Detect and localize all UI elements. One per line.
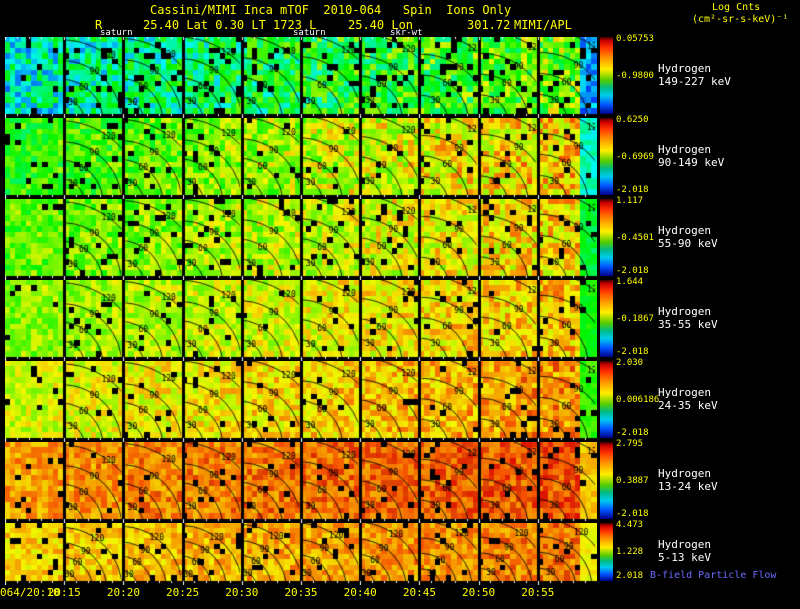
colorbar-min-value-2: -2.018 [616, 185, 649, 195]
heatmap-canvas-5 [5, 361, 597, 442]
spectrogram-panel-2: 0.6250 -0.6969 -2.018 Hydrogen 90-149 keV [0, 115, 800, 199]
time-axis: 064/20:10 20:15 20:20 20:25 20:30 20:35 20:40 2… [0, 586, 800, 604]
species-label-1: Hydrogen 149-227 keV [658, 62, 731, 88]
colorbar-max-value-1: 0.05753 [616, 34, 654, 44]
heatmap-canvas-1 [5, 37, 597, 118]
colorbar-max-value-6: 2.795 [616, 439, 644, 449]
time-tick-label-1: 20:15 [47, 586, 81, 599]
time-tick-label-8: 20:50 [462, 586, 496, 599]
species-label-2: Hydrogen 90-149 keV [658, 143, 725, 169]
colorbar-mid-value-4: -0.1867 [616, 314, 654, 324]
time-tick-label-0: 064/20:10 [0, 586, 60, 599]
colorbar-max-value-3: 1.117 [616, 196, 644, 206]
species-label-3: Hydrogen 55-90 keV [658, 224, 718, 250]
time-tick-label-5: 20:35 [284, 586, 318, 599]
spectrogram-panel-7: 4.473 1.228 2.018 Hydrogen 5-13 keV [0, 520, 800, 585]
colorbar-min-value-5: -2.018 [616, 428, 649, 438]
time-tick-label-4: 20:30 [225, 586, 259, 599]
colorbar-max-value-7: 4.473 [616, 520, 644, 530]
spectrogram-panel-5: 2.030 0.006186 -2.018 Hydrogen 24-35 keV [0, 358, 800, 442]
colorbar-mid-value-2: -0.6969 [616, 152, 654, 162]
colorbar-7 [600, 523, 613, 581]
colorbar-2 [600, 118, 613, 195]
colorbar-mid-value-5: 0.006186 [616, 395, 660, 405]
heatmap-canvas-4 [5, 280, 597, 361]
annotation-saturn-1: saturn [100, 28, 133, 38]
colorbar-min-value-7: 2.018 [616, 571, 644, 581]
time-tick-label-6: 20:40 [343, 586, 377, 599]
annotation-skr-wt: skr-wt [390, 28, 423, 38]
time-tick-label-9: 20:55 [521, 586, 555, 599]
colorbar-6 [600, 442, 613, 519]
colorbar-mid-value-3: -0.4501 [616, 233, 654, 243]
spectrogram-panel-6: 2.795 0.3887 -2.018 Hydrogen 13-24 keV [0, 439, 800, 523]
colorbar-mid-value-7: 1.228 [616, 547, 644, 557]
bfield-particle-flow-label: B-field Particle Flow [650, 570, 777, 581]
heatmap-canvas-2 [5, 118, 597, 199]
lon-value: 301.72 [467, 18, 511, 32]
colorbar-max-value-5: 2.030 [616, 358, 644, 368]
annotation-saturn-2: saturn [293, 28, 326, 38]
spectrogram-panel-3: 1.117 -0.4501 -2.018 Hydrogen 55-90 keV [0, 196, 800, 280]
spectrogram-panel-4: 1.644 -0.1867 -2.018 Hydrogen 35-55 keV [0, 277, 800, 361]
colorbar-units-title: Log Cnts [712, 2, 761, 13]
time-tick-label-7: 20:45 [402, 586, 436, 599]
colorbar-min-value-6: -2.018 [616, 509, 649, 519]
time-tick-label-2: 20:20 [106, 586, 140, 599]
heatmap-canvas-7 [5, 523, 597, 585]
colorbar-mid-value-1: -0.9800 [616, 71, 654, 81]
species-label-6: Hydrogen 13-24 keV [658, 467, 718, 493]
colorbar-max-value-2: 0.6250 [616, 115, 649, 125]
lon-label: 25.40 Lon [348, 18, 414, 32]
spectrogram-panel-1: 0.05753 -0.9800 Hydrogen 149-227 keV [0, 34, 800, 118]
species-label-7: Hydrogen 5-13 keV [658, 538, 711, 564]
colorbar-1 [600, 37, 613, 114]
colorbar-5 [600, 361, 613, 438]
species-label-5: Hydrogen 24-35 keV [658, 386, 718, 412]
colorbar-units-sub: (cm²-sr-s-keV)⁻¹ [692, 14, 789, 25]
colorbar-min-value-3: -2.018 [616, 266, 649, 276]
colorbar-min-value-4: -2.018 [616, 347, 649, 357]
colorbar-max-value-4: 1.644 [616, 277, 644, 287]
lat-lt-value: 25.40 Lat 0.30 LT 1723 L [143, 18, 317, 32]
colorbar-3 [600, 199, 613, 276]
page-title: Cassini/MIMI Inca mTOF 2010-064 Spin Ion… [150, 3, 512, 17]
colorbar-4 [600, 280, 613, 357]
colorbar-mid-value-6: 0.3887 [616, 476, 649, 486]
time-tick-label-3: 20:25 [166, 586, 200, 599]
species-label-4: Hydrogen 35-55 keV [658, 305, 718, 331]
heatmap-canvas-3 [5, 199, 597, 280]
org-label: MIMI/APL [514, 18, 572, 32]
radius-label: R [95, 18, 103, 32]
heatmap-canvas-6 [5, 442, 597, 523]
